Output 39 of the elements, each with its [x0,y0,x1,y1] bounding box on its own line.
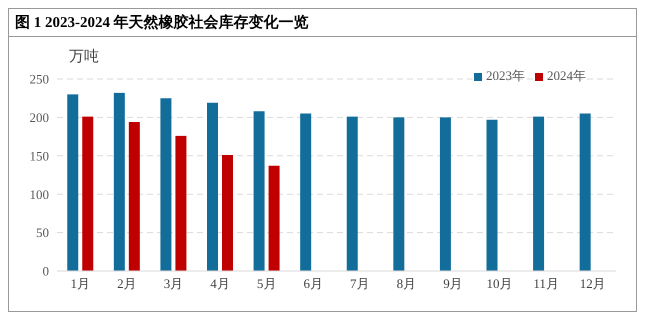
x-tick-label: 1月 [70,276,90,292]
y-tick-label: 100 [30,186,49,202]
y-tick-label: 150 [30,148,49,164]
y-tick-label: 200 [30,110,49,126]
bar [486,120,498,271]
bar [440,117,451,271]
x-tick-label: 9月 [443,276,463,292]
legend-label: 2023年 [486,68,525,83]
legend-label: 2024年 [547,68,586,83]
x-tick-label: 10月 [486,276,513,292]
bar [393,117,404,271]
bar [300,114,312,271]
y-tick-label: 0 [42,264,49,279]
chart-title: 图 1 2023-2024 年天然橡胶社会库存变化一览 [9,9,636,37]
bar [67,94,78,271]
bar [160,98,172,271]
x-tick-label: 5月 [256,276,276,292]
y-axis-title: 万吨 [69,48,99,66]
x-tick-label: 2月 [117,276,137,292]
bar [207,102,218,271]
bar [580,114,591,271]
x-tick-label: 8月 [396,276,416,292]
y-tick-label: 50 [36,225,49,240]
bar [175,136,186,271]
bar [114,92,125,271]
bar [254,111,265,271]
bar [128,122,140,271]
x-tick-label: 6月 [303,276,323,292]
x-tick-label: 11月 [533,276,559,292]
bar [82,116,94,271]
x-tick-label: 12月 [580,276,606,292]
y-tick-label: 250 [30,72,49,87]
bar [268,166,280,271]
x-tick-label: 7月 [350,276,370,292]
bar [222,155,233,271]
x-tick-label: 4月 [210,276,230,292]
x-tick-label: 3月 [164,276,184,292]
bar [346,116,358,271]
bar [533,116,544,271]
